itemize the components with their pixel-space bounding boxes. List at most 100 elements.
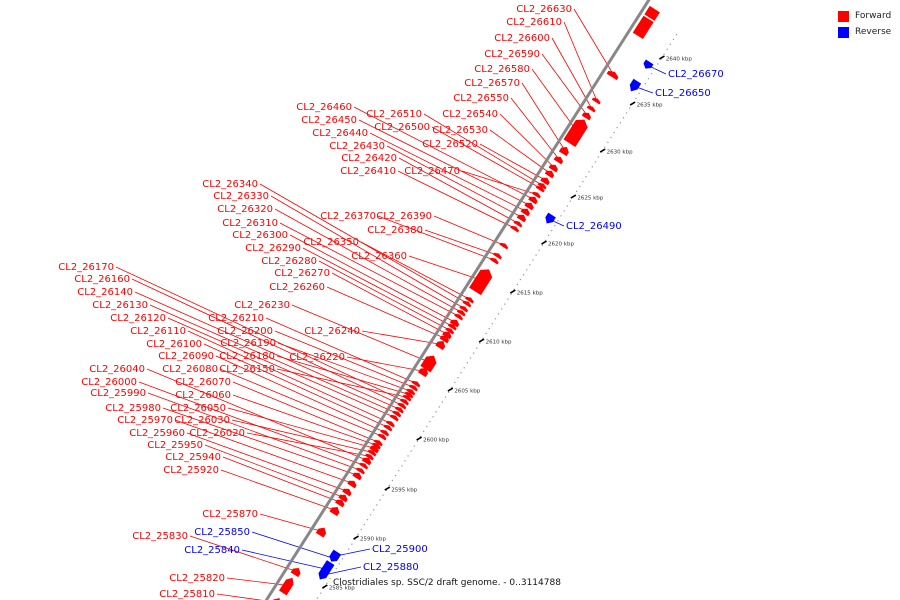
gene-label: CL2_26110 — [130, 326, 186, 337]
gene-feature-cl2-26500 — [535, 185, 545, 193]
leader-line — [322, 566, 362, 576]
scale-dot — [516, 283, 519, 286]
gene-label: CL2_26340 — [202, 179, 258, 190]
gene-label: CL2_26120 — [110, 313, 166, 324]
gene-feature-cl2-26310 — [454, 313, 463, 321]
scale-dot — [413, 445, 415, 447]
scale-ticks: 2585 kbp 2590 kbp 2595 kbp 2600 kbp 2605 kbp… — [316, 33, 692, 599]
scale-tick — [416, 436, 423, 441]
gene-feature-cl2-26210 — [411, 380, 421, 388]
genome-axis — [264, 0, 651, 600]
gene-label: CL2_26650 — [655, 88, 711, 99]
leader-line — [386, 145, 523, 218]
gene-label: CL2_26000 — [81, 377, 137, 388]
gene-feature-cl2-26260 — [439, 335, 449, 344]
leader-line — [521, 82, 566, 151]
scale-tick-label: 2595 kbp — [391, 488, 417, 494]
scale-dot — [566, 205, 568, 207]
leader-line — [279, 222, 460, 317]
scale-dot — [335, 567, 337, 570]
gene-label: CL2_26510 — [366, 109, 422, 120]
gene-label: CL2_26300 — [232, 230, 288, 241]
scale-dot — [535, 254, 537, 256]
scale-tick — [599, 148, 606, 153]
gene-label: CL2_25960 — [129, 428, 185, 439]
scale-dot — [635, 97, 637, 99]
gene-feature-cl2-26060 — [371, 442, 381, 450]
scale-dot — [376, 504, 378, 506]
scale-dot — [616, 126, 618, 129]
leader-line — [277, 342, 412, 392]
scale-tick — [659, 55, 665, 60]
gene-feature-cl2-26360 — [469, 269, 493, 296]
scale-dot — [607, 141, 609, 144]
scale-dot — [554, 224, 556, 227]
scale-dot — [454, 381, 456, 384]
gene-label: CL2_26530 — [432, 125, 488, 136]
gene-feature-cl2-26050 — [369, 445, 379, 454]
gene-label: CL2_26600 — [494, 33, 550, 44]
scale-dot — [497, 313, 500, 315]
scale-dot — [348, 548, 350, 550]
leader-line — [361, 330, 442, 345]
scale-dot — [519, 278, 522, 281]
leader-line — [489, 129, 551, 174]
gene-feature-cl2-26160 — [397, 402, 407, 410]
scale-dot — [526, 269, 528, 271]
gene-label: CL2_26310 — [222, 218, 278, 229]
scale-dot — [569, 200, 572, 202]
gene-label: CL2_26360 — [351, 251, 407, 262]
scale-dot — [397, 469, 400, 472]
leader-line — [276, 355, 410, 395]
gene-label: CL2_26100 — [146, 339, 202, 350]
scale-dot — [507, 298, 509, 300]
gene-label: CL2_26270 — [274, 268, 330, 279]
scale-dot — [410, 450, 412, 452]
gene-label: CL2_25850 — [194, 527, 250, 538]
gene-label: CL2_26020 — [189, 428, 245, 439]
gene-feature-cl2-26430 — [516, 214, 527, 223]
scale-tick-label: 2640 kbp — [666, 57, 692, 63]
gene-feature-cl2-26220 — [418, 368, 429, 378]
scale-dot — [372, 509, 375, 511]
scale-tick-label: 2625 kbp — [577, 196, 603, 202]
gene-label: CL2_26410 — [340, 166, 396, 177]
gene-feature-cl2-25880 — [318, 568, 330, 580]
gene-feature-cl2-26590 — [581, 112, 592, 121]
scale-dot — [363, 523, 366, 526]
gene-feature-cl2-26370 — [489, 257, 499, 265]
scale-dot — [560, 215, 562, 217]
gene-feature-cl2-26140 — [394, 406, 404, 414]
leader-line — [369, 132, 527, 212]
scale-dot — [351, 543, 353, 545]
gene-feature-cl2-26170 — [400, 398, 409, 406]
leader-line — [318, 260, 451, 331]
scale-tick-label: 2630 kbp — [607, 150, 633, 156]
leader-line — [408, 255, 483, 281]
gene-label: CL2_25950 — [147, 440, 203, 451]
gene-label: CL2_26070 — [175, 377, 231, 388]
scale-dot — [388, 484, 391, 487]
reverse-swatch — [838, 26, 849, 38]
gene-label: CL2_26150 — [219, 364, 275, 375]
gene-label: CL2_26590 — [484, 49, 540, 60]
gene-label: CL2_25970 — [117, 415, 173, 426]
legend-label-forward: Forward — [855, 11, 892, 21]
scale-dot — [663, 53, 665, 55]
gene-label: CL2_26470 — [404, 166, 460, 177]
leader-line — [461, 170, 537, 195]
leader-line — [222, 456, 341, 503]
scale-dot — [366, 518, 369, 521]
leader-lines — [115, 8, 667, 600]
gene-label: CL2_25830 — [132, 531, 188, 542]
scale-tick — [321, 584, 328, 589]
gene-label: CL2_26280 — [261, 256, 317, 267]
gene-feature-cl2-26410 — [510, 225, 520, 233]
leader-line — [358, 119, 530, 206]
leader-line — [147, 392, 362, 471]
scale-dot — [579, 185, 581, 188]
scale-dot — [479, 342, 481, 344]
gene-label: CL2_26430 — [329, 141, 385, 152]
gene-label: CL2_26370 — [320, 211, 376, 222]
gene-feature-cl2-26440 — [520, 208, 530, 217]
